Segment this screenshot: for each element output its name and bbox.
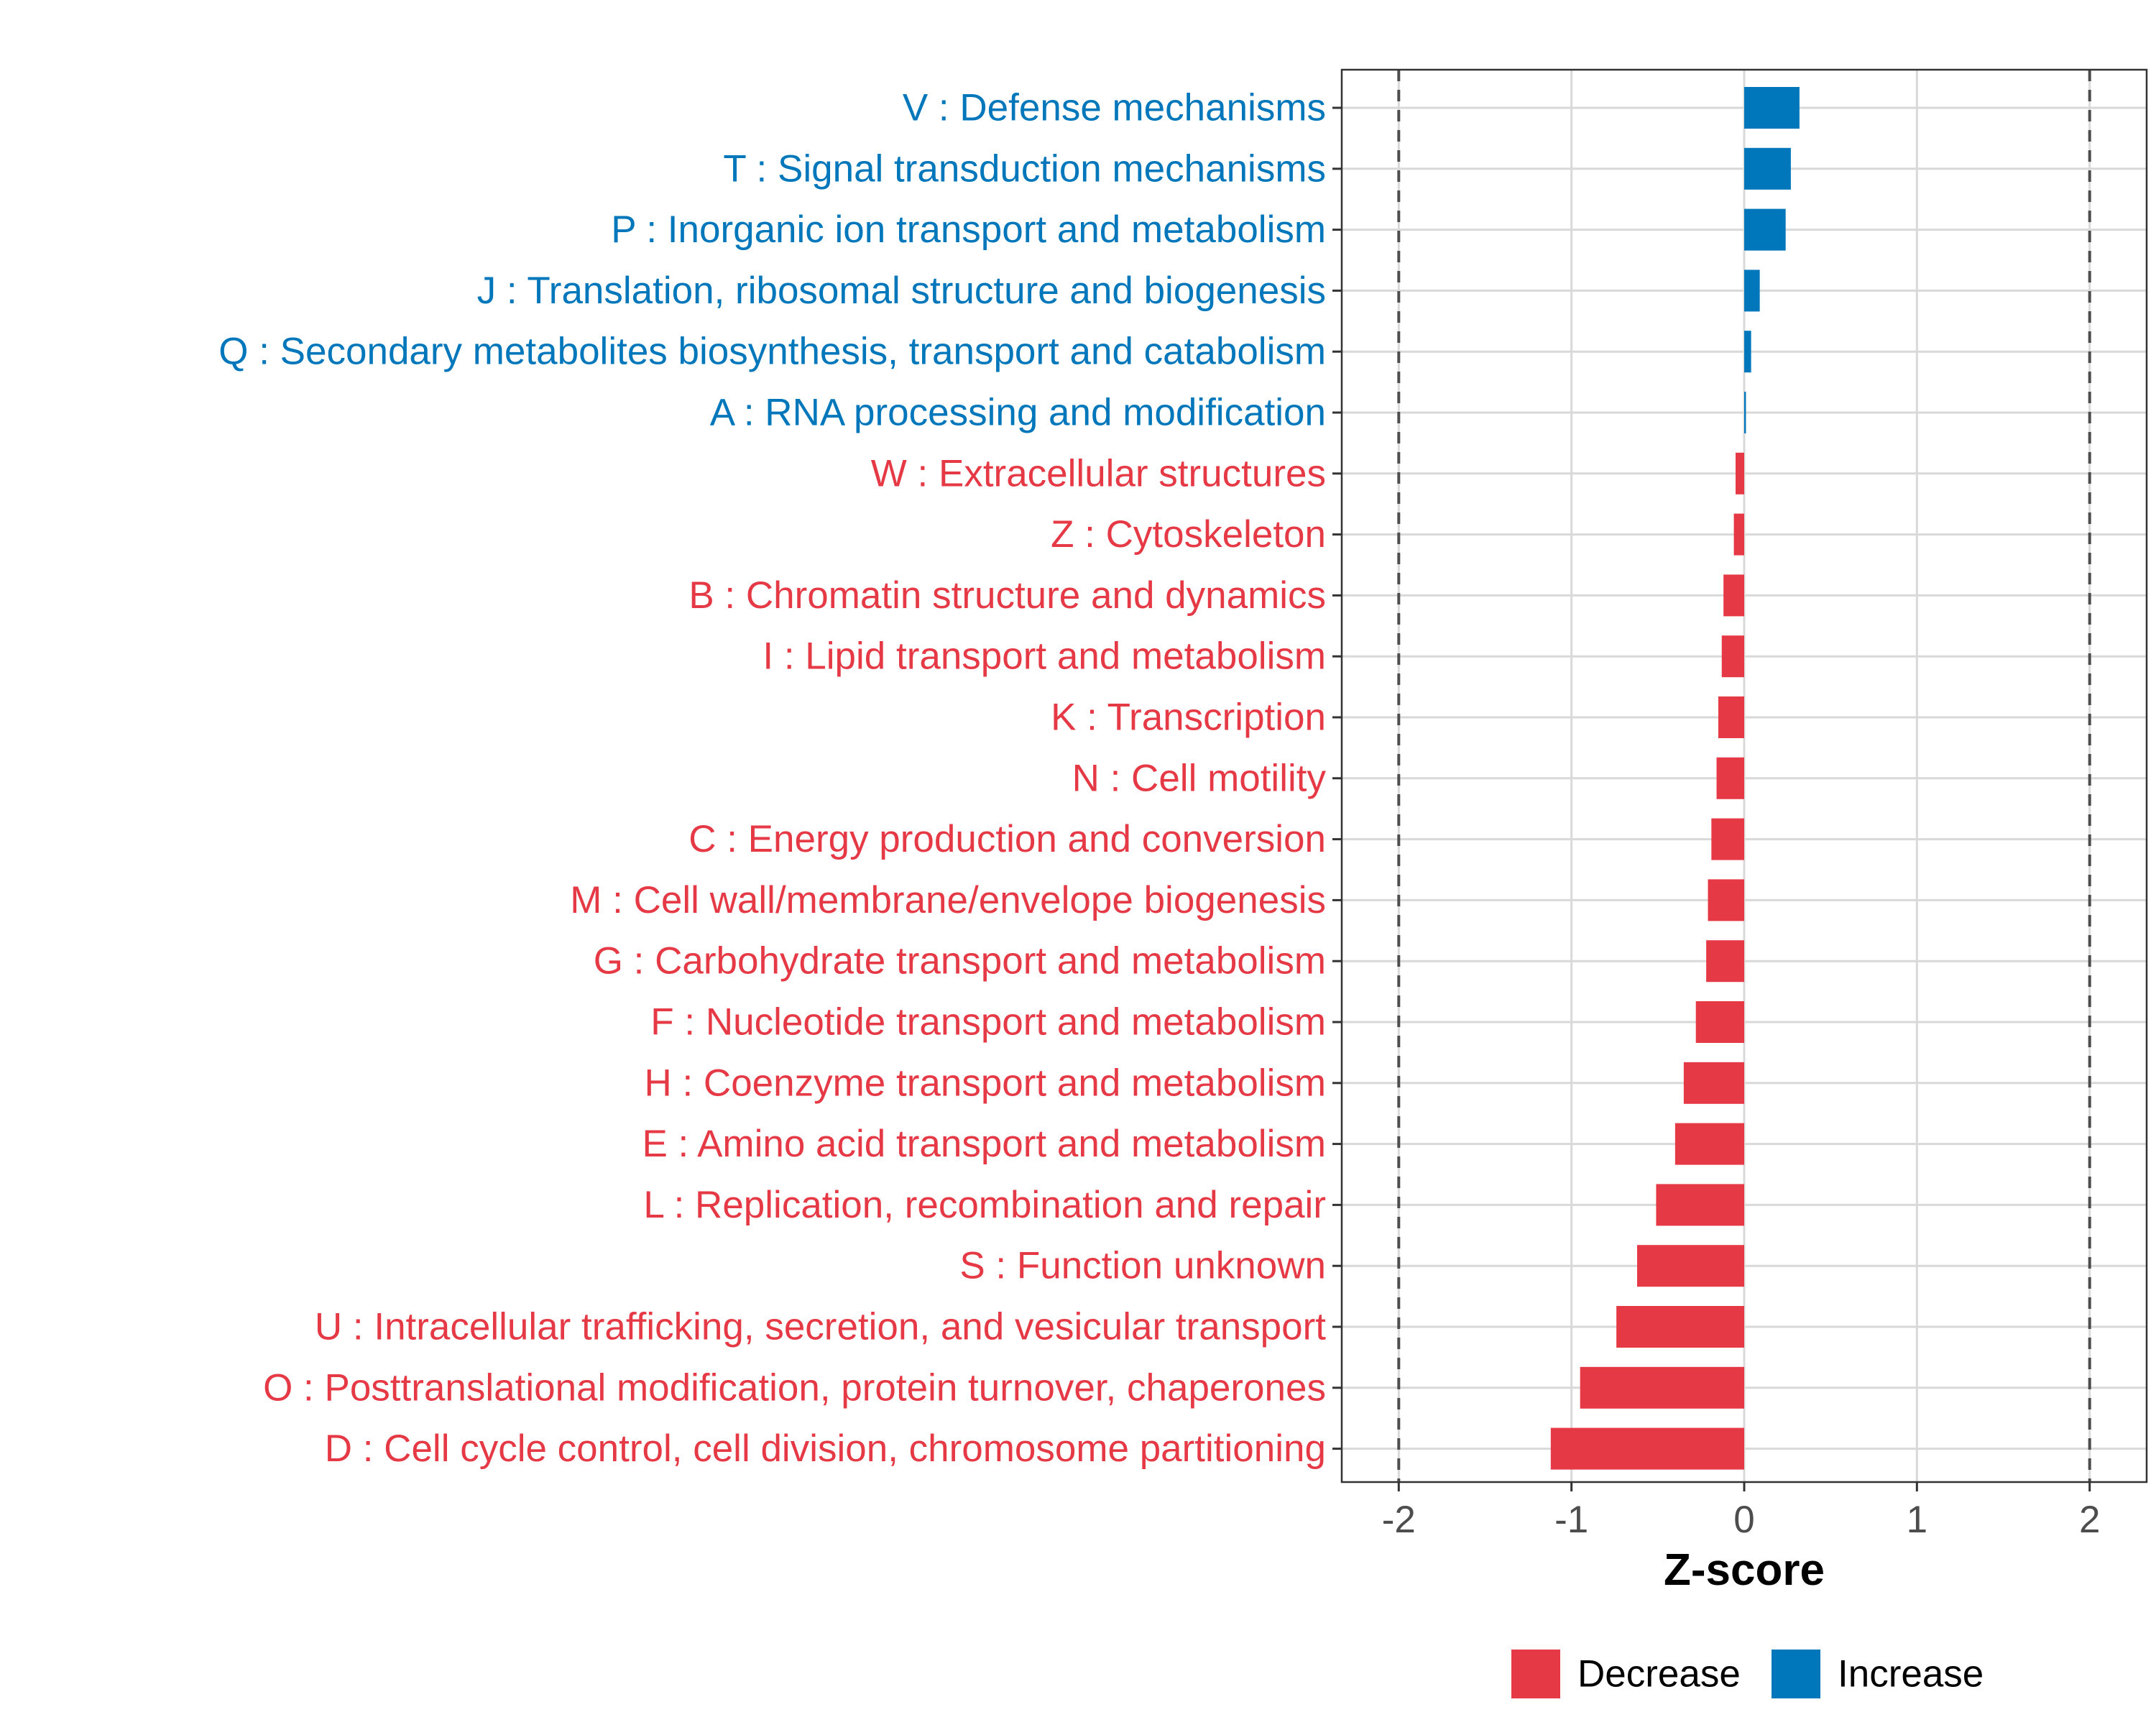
category-label-21: O : Posttranslational modification, prot… [263,1366,1326,1409]
category-label-16: H : Coenzyme transport and metabolism [644,1062,1326,1104]
category-label-12: C : Energy production and conversion [688,818,1326,860]
bar-15 [1695,1001,1744,1043]
legend-label-decrease: Decrease [1577,1653,1741,1696]
category-label-19: S : Function unknown [959,1245,1326,1287]
x-tick-label-1: -1 [1554,1499,1588,1541]
category-label-10: K : Transcription [1051,696,1326,739]
bar-12 [1711,818,1744,860]
category-label-4: Q : Secondary metabolites biosynthesis, … [218,331,1326,373]
category-label-15: F : Nucleotide transport and metabolism [650,1001,1326,1044]
category-label-2: P : Inorganic ion transport and metaboli… [611,208,1326,251]
x-tick-label-2: 0 [1733,1499,1754,1541]
category-label-9: I : Lipid transport and metabolism [763,635,1326,678]
bar-4 [1744,331,1751,373]
category-label-1: T : Signal transduction mechanisms [723,147,1326,190]
category-label-8: B : Chromatin structure and dynamics [688,574,1326,617]
bar-14 [1706,940,1744,983]
legend-swatch-decrease [1511,1650,1560,1698]
x-axis-ticks: -2 -1 0 1 2 [1382,1482,2100,1541]
x-tick-label-3: 1 [1907,1499,1927,1541]
legend-label-increase: Increase [1838,1653,1984,1696]
bar-7 [1733,513,1744,556]
y-axis-ticks [1332,106,1342,1450]
bar-18 [1656,1184,1744,1226]
bar-9 [1721,635,1744,678]
x-tick-label-4: 2 [2079,1499,2100,1541]
bar-20 [1616,1306,1744,1348]
bar-22 [1550,1427,1744,1470]
category-label-20: U : Intracellular trafficking, secretion… [315,1306,1326,1348]
category-labels: V : Defense mechanisms T : Signal transdu… [218,87,1326,1471]
legend: Decrease Increase [1511,1650,1984,1698]
bar-0 [1744,87,1800,129]
category-label-0: V : Defense mechanisms [903,87,1326,129]
bar-19 [1636,1245,1744,1287]
bar-8 [1723,574,1744,617]
category-label-14: G : Carbohydrate transport and metabolis… [594,940,1326,983]
bar-17 [1674,1123,1744,1165]
bar-10 [1718,696,1744,738]
category-label-6: W : Extracellular structures [871,452,1326,494]
category-label-11: N : Cell motility [1072,757,1327,799]
x-axis-title: Z-score [1664,1545,1825,1595]
reference-lines [1397,70,2091,1482]
category-label-18: L : Replication, recombination and repai… [643,1184,1326,1226]
bar-21 [1580,1366,1744,1409]
bar-5 [1744,392,1746,433]
bars [1550,87,1800,1470]
category-label-7: Z : Cytoskeleton [1051,513,1326,556]
bar-13 [1708,879,1744,921]
category-label-17: E : Amino acid transport and metabolism [642,1123,1326,1165]
legend-swatch-increase [1772,1650,1820,1698]
bar-11 [1716,757,1744,799]
bar-3 [1744,270,1760,312]
bar-6 [1735,452,1744,494]
bar-2 [1744,208,1786,251]
category-label-5: A : RNA processing and modification [710,392,1326,434]
bar-16 [1683,1062,1744,1104]
x-tick-label-0: -2 [1382,1499,1416,1541]
category-label-13: M : Cell wall/membrane/envelope biogenes… [570,879,1326,921]
category-label-22: D : Cell cycle control, cell division, c… [325,1427,1326,1470]
bar-1 [1744,147,1791,190]
category-label-3: J : Translation, ribosomal structure and… [477,270,1326,312]
